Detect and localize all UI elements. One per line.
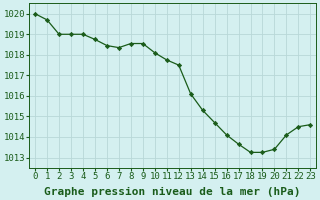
X-axis label: Graphe pression niveau de la mer (hPa): Graphe pression niveau de la mer (hPa) <box>44 186 301 197</box>
